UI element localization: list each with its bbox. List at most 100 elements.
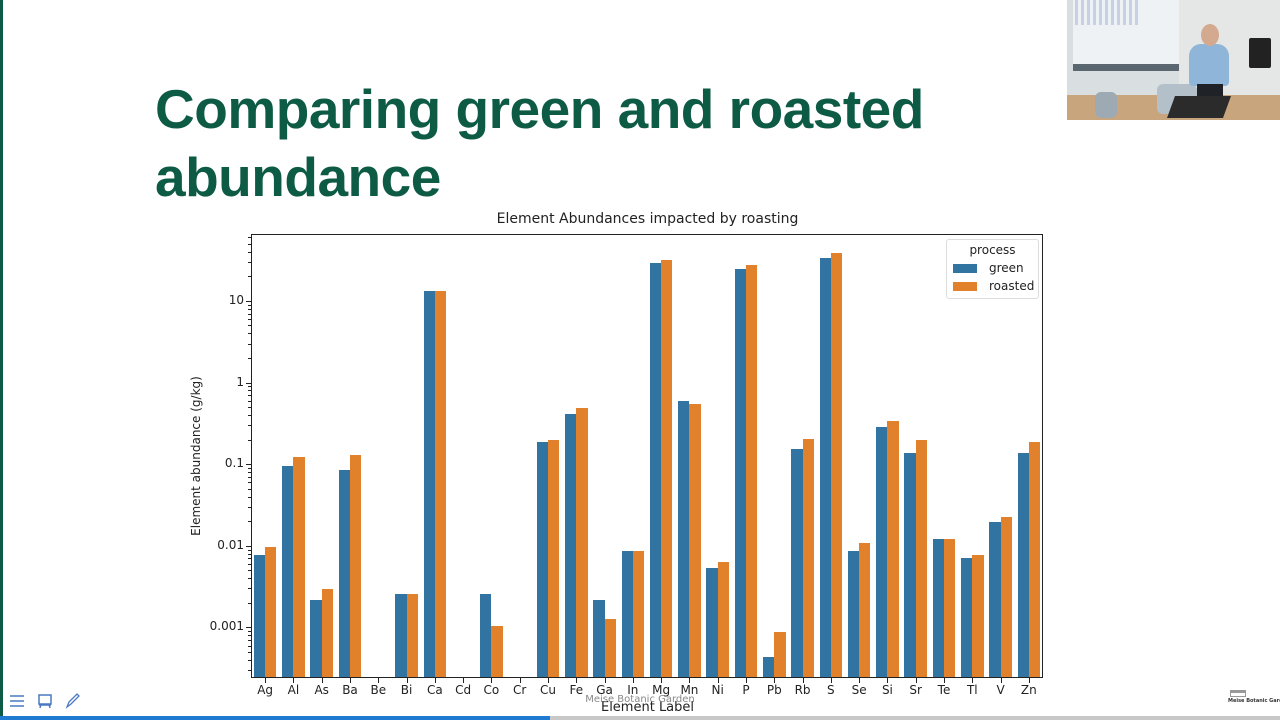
watermark-text: Meise Botanic Garden: [585, 694, 695, 705]
x-tick-label: Ag: [257, 683, 274, 697]
y-minor-tick: [248, 467, 251, 469]
y-minor-tick: [248, 488, 251, 490]
y-minor-tick: [248, 319, 251, 320]
annotate-button[interactable]: [64, 692, 82, 710]
x-tick: [746, 678, 747, 683]
y-tick-label: 0.01: [217, 537, 244, 552]
y-minor-tick: [248, 588, 251, 590]
x-tick: [1028, 678, 1030, 683]
x-tick: [604, 678, 606, 683]
bar-roasted-al: [293, 457, 305, 677]
bar-green-cu: [536, 442, 548, 677]
y-minor-tick: [248, 640, 251, 642]
bar-roasted-zn: [1028, 442, 1041, 677]
y-minor-tick: [248, 476, 251, 478]
bar-roasted-tl: [972, 554, 984, 677]
y-minor-tick: [248, 395, 251, 397]
x-tick: [491, 678, 493, 683]
bar-green-in: [621, 550, 633, 677]
y-tick-label: 0.001: [209, 619, 244, 634]
legend-title: process: [969, 243, 1016, 257]
x-tick-label: Ca: [426, 683, 443, 697]
bar-roasted-te: [944, 538, 956, 677]
y-tick: [246, 382, 251, 384]
bar-green-co: [480, 593, 492, 677]
x-tick: [406, 678, 408, 683]
y-minor-tick: [248, 549, 251, 551]
loudspeaker: [1249, 38, 1271, 68]
y-minor-tick: [248, 308, 251, 310]
x-tick: [519, 678, 521, 683]
y-tick: [246, 464, 251, 466]
y-minor-tick: [248, 602, 251, 604]
y-minor-tick: [248, 578, 251, 580]
y-minor-tick: [248, 482, 251, 484]
x-tick: [350, 678, 351, 683]
x-tick-label: Mn: [680, 683, 699, 697]
x-tick: [434, 678, 436, 683]
bar-green-pb: [762, 657, 775, 677]
y-minor-tick: [248, 325, 251, 327]
bar-roasted-ga: [604, 618, 616, 677]
bar-roasted-ag: [265, 546, 277, 677]
x-tick-label: Bi: [400, 683, 413, 697]
bar-roasted-se: [859, 543, 871, 677]
bar-roasted-si: [887, 420, 899, 677]
bar-green-as: [310, 600, 322, 677]
x-tick: [463, 678, 465, 683]
x-tick: [887, 678, 889, 683]
x-tick-label: Rb: [794, 683, 811, 697]
speaker-webcam-video: [1067, 0, 1280, 120]
x-tick-label: Ni: [711, 683, 724, 697]
y-minor-tick: [248, 425, 251, 427]
y-minor-tick: [248, 343, 251, 345]
presenter-view-button[interactable]: [36, 692, 54, 710]
building-icon: [1230, 690, 1246, 697]
x-tick: [576, 678, 578, 683]
x-tick: [632, 678, 634, 683]
legend-swatch-roasted: [953, 281, 977, 291]
bar-green-sr: [904, 452, 916, 677]
x-axis-label: Element Label: [600, 700, 695, 715]
x-tick-label: P: [742, 683, 750, 697]
x-tick-label: As: [314, 683, 329, 697]
x-tick: [774, 678, 776, 683]
x-tick: [378, 678, 380, 683]
y-minor-tick: [248, 357, 251, 359]
y-minor-tick: [248, 659, 251, 661]
y-tick: [246, 627, 251, 629]
x-tick: [944, 678, 945, 683]
y-minor-tick: [248, 558, 251, 560]
menu-button[interactable]: [8, 692, 26, 710]
x-tick-label: V: [996, 683, 1005, 697]
bar-green-rb: [791, 448, 803, 677]
easel-icon: [38, 694, 52, 709]
bar-green-zn: [1017, 453, 1029, 677]
x-tick-label: Zn: [1020, 683, 1037, 697]
y-minor-tick: [248, 651, 251, 653]
x-tick-label: Cu: [540, 683, 556, 697]
bar-green-tl: [960, 558, 973, 677]
bar-green-ga: [593, 600, 605, 677]
x-tick: [830, 678, 832, 683]
presentation-toolbar: [8, 692, 82, 710]
x-tick: [1000, 678, 1002, 683]
x-tick: [321, 678, 323, 683]
bar-roasted-in: [632, 550, 645, 677]
bar-roasted-pb: [774, 632, 786, 677]
x-tick-label: Se: [851, 683, 867, 697]
y-tick-label: 0.1: [224, 456, 244, 471]
speaker-figure: [1189, 44, 1229, 86]
y-minor-tick: [248, 304, 251, 306]
bar-roasted-ca: [434, 290, 447, 677]
bar-roasted-fe: [576, 408, 588, 677]
y-minor-tick: [248, 276, 251, 278]
x-tick: [859, 678, 861, 683]
bar-green-mg: [649, 263, 662, 677]
legend-item-roasted: roasted: [953, 279, 1034, 293]
y-minor-tick: [248, 472, 251, 474]
bar-green-ag: [253, 554, 266, 677]
bar-roasted-v: [1000, 516, 1012, 677]
bar-roasted-co: [491, 626, 503, 677]
y-minor-tick: [248, 496, 251, 498]
